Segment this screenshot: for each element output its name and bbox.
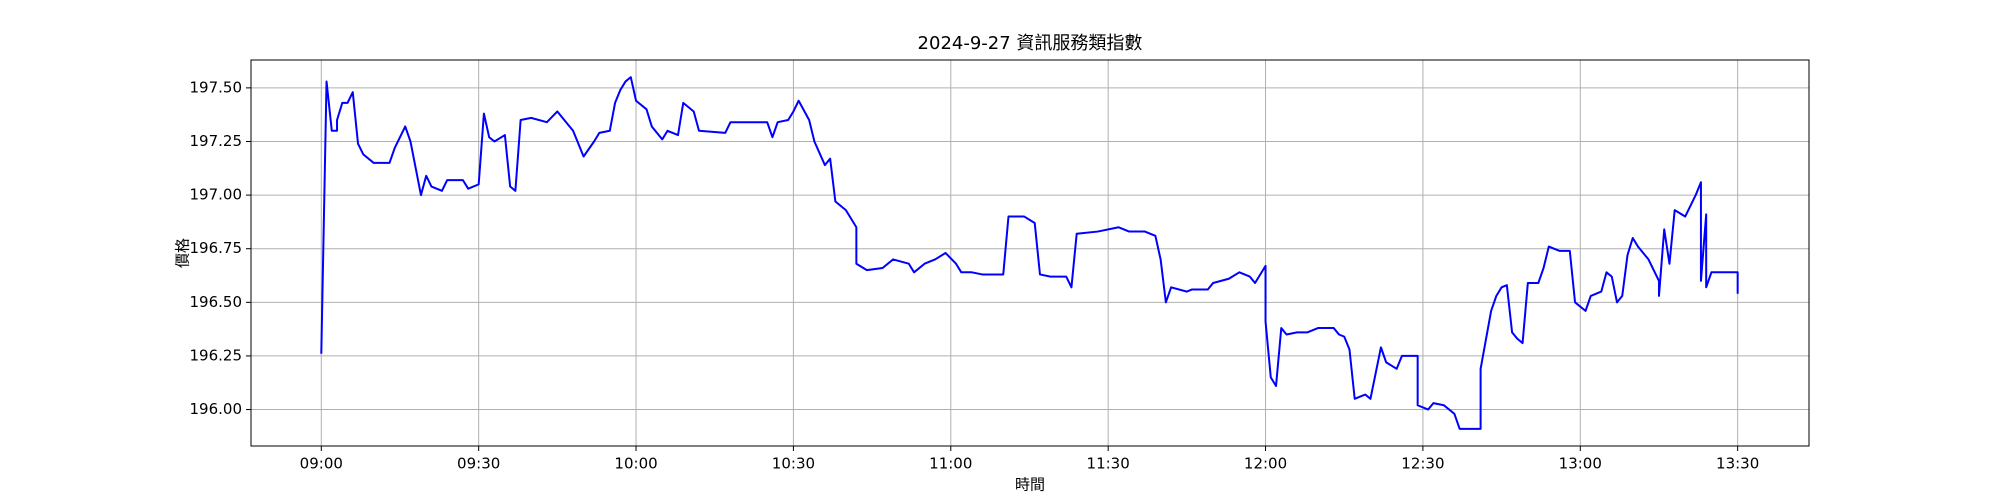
x-tick-label: 13:00: [1559, 455, 1602, 473]
chart-title: 2024-9-27 資訊服務類指數: [918, 33, 1143, 54]
price-line: [320, 76, 1739, 430]
x-tick-label: 13:30: [1716, 455, 1759, 473]
plot-frame: [250, 59, 1810, 447]
x-tick-label: 10:30: [772, 455, 815, 473]
x-tick-label: 11:30: [1087, 455, 1130, 473]
y-tick-label: 196.75: [190, 239, 243, 257]
y-tick-label: 197.25: [190, 132, 243, 150]
x-tick-label: 11:00: [929, 455, 972, 473]
x-tick-label: 10:00: [614, 455, 657, 473]
x-tick-label: 09:30: [457, 455, 500, 473]
y-axis-label: 價格: [174, 238, 192, 268]
y-tick-label: 197.00: [190, 186, 243, 204]
y-tick-label: 196.00: [190, 400, 243, 418]
x-tick-label: 12:00: [1244, 455, 1287, 473]
y-tick-label: 197.50: [190, 78, 243, 96]
y-tick-label: 196.50: [190, 293, 243, 311]
y-tick-label: 196.25: [190, 346, 243, 364]
x-tick-label: 12:30: [1401, 455, 1444, 473]
x-axis-label: 時間: [1015, 476, 1045, 494]
x-tick-label: 09:00: [300, 455, 343, 473]
